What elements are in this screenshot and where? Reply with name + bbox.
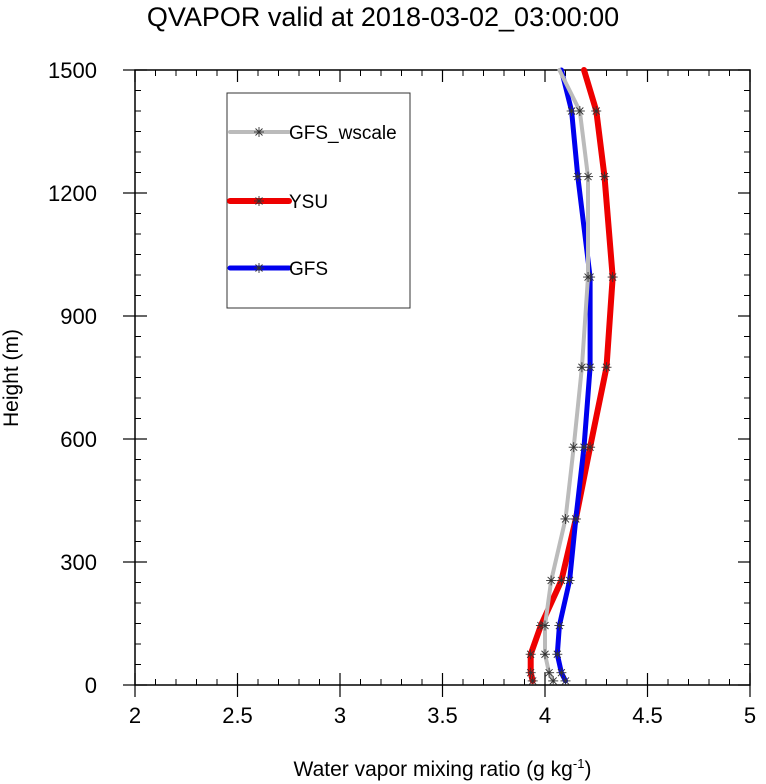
axis-ticks: 2 2.5 3 3.5 4 4.5 5 0 300 600 900 1200 1500 — [48, 58, 756, 728]
data-point — [571, 515, 580, 523]
x-tick-label: 2.5 — [222, 703, 253, 728]
data-point — [528, 677, 537, 685]
data-point — [586, 443, 594, 452]
x-axis-label-exponent: -1 — [572, 756, 585, 771]
data-point — [553, 650, 562, 659]
data-point — [580, 443, 588, 452]
data-point — [592, 107, 601, 115]
data-point — [567, 107, 576, 115]
series-line — [554, 67, 593, 684]
legend-marker — [255, 197, 263, 205]
chart-title: QVAPOR valid at 2018-03-02_03:00:00 — [146, 2, 620, 32]
y-tick-label: 1200 — [48, 181, 97, 206]
data-point — [608, 273, 617, 281]
y-tick-label: 900 — [60, 304, 97, 329]
legend-entry: GFS — [227, 259, 328, 280]
legend-label: YSU — [289, 192, 328, 213]
legend-marker — [255, 264, 263, 272]
legend-marker — [255, 128, 263, 136]
x-tick-label: 3 — [334, 703, 346, 728]
y-tick-label: 1500 — [48, 58, 97, 83]
data-point — [573, 172, 582, 181]
y-axis-label: Height (m) — [0, 328, 23, 428]
data-point — [565, 576, 574, 585]
data-point — [555, 621, 564, 630]
data-point — [586, 363, 594, 372]
x-axis-label-text: Water vapor mixing ratio (g kg — [293, 758, 573, 781]
y-tick-label: 0 — [85, 673, 97, 698]
legend: GFS_wscale YSU GFS — [226, 92, 411, 309]
y-tick-label: 300 — [60, 550, 97, 575]
data-point — [526, 668, 535, 677]
series-ysu — [525, 67, 618, 686]
data-point — [600, 172, 609, 181]
data-point — [569, 443, 578, 452]
data-point — [561, 677, 570, 685]
series-line — [527, 67, 616, 684]
data-point — [526, 650, 535, 659]
series-gfs-wscale — [540, 68, 594, 686]
data-point — [578, 363, 586, 372]
x-axis-label: Water vapor mixing ratio (g kg-1) — [135, 756, 750, 782]
data-point — [557, 668, 566, 677]
legend-entry: YSU — [227, 192, 328, 213]
legend-label: GFS — [289, 259, 328, 280]
data-point — [602, 363, 611, 372]
data-point — [561, 515, 570, 523]
x-tick-label: 4.5 — [632, 703, 663, 728]
data-point — [545, 668, 553, 677]
legend-label: GFS_wscale — [289, 123, 397, 144]
legend-entry: GFS_wscale — [228, 123, 397, 144]
data-point — [576, 107, 584, 115]
data-point — [557, 576, 566, 585]
data-point — [547, 576, 555, 585]
x-tick-label: 5 — [744, 703, 756, 728]
x-tick-label: 3.5 — [427, 703, 458, 728]
y-tick-label: 600 — [60, 427, 97, 452]
data-point — [584, 273, 592, 281]
data-point — [541, 621, 549, 630]
x-tick-label: 2 — [129, 703, 141, 728]
series-line — [543, 68, 590, 683]
series-layer — [525, 67, 618, 686]
x-tick-label: 4 — [539, 703, 551, 728]
x-axis-label-tail: ) — [584, 758, 592, 781]
data-point — [541, 650, 549, 659]
data-point — [549, 677, 558, 685]
data-point — [584, 172, 592, 181]
